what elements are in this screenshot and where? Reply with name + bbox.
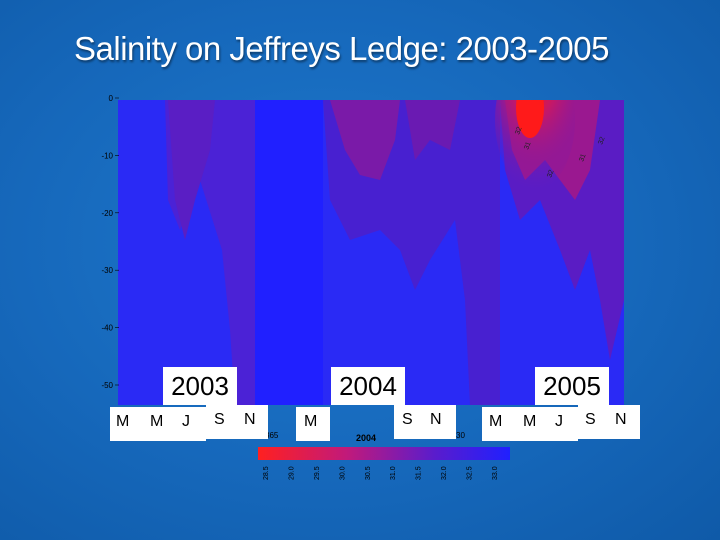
- month-group-2003-b: S N: [206, 405, 268, 439]
- colorbar-tick-label: 30.5: [365, 466, 372, 480]
- month-group-2005-a: M M J: [482, 407, 578, 441]
- month-group-2003-a: M M J: [110, 407, 206, 441]
- contour-label: 31: [578, 153, 587, 163]
- month-group-2004-a: M: [296, 407, 330, 441]
- colorbar-ticks: 28.5 29.0 29.5 30.0 30.5 31.0 31.5 32.0 32.5 33.0: [263, 466, 499, 480]
- slide-title: Salinity on Jeffreys Ledge: 2003-2005: [74, 30, 609, 67]
- x-axis-label: 2004: [356, 433, 376, 443]
- colorbar-tick-label: 31.5: [416, 466, 423, 480]
- y-axis: 0 -10 -20 -30 -40 -50: [101, 94, 119, 390]
- contour-label: 32: [597, 136, 606, 146]
- month-label: N: [430, 411, 442, 428]
- month-label: S: [585, 411, 596, 428]
- x-tick-label-365: 365: [265, 431, 279, 440]
- heatmap-field: [165, 100, 624, 405]
- year-label-2005: 2005: [535, 367, 609, 405]
- region-2004-high-b: [405, 100, 460, 160]
- y-tick-label: -50: [101, 381, 113, 390]
- x-tick-label-30: 30: [456, 431, 465, 440]
- month-label: N: [244, 411, 256, 428]
- colorbar-tick-label: 33.0: [492, 466, 499, 480]
- contour-label: 31: [523, 141, 532, 151]
- colorbar-tick-label: 32.0: [441, 466, 448, 480]
- month-label: M: [489, 413, 503, 430]
- y-tick-label: -10: [101, 151, 113, 160]
- month-label: N: [615, 411, 627, 428]
- region-2004-high: [330, 100, 400, 180]
- region-2003-high: [168, 100, 215, 240]
- month-label: J: [555, 413, 563, 430]
- region-2005-core: [516, 100, 544, 138]
- colorbar-tick-label: 29.5: [314, 466, 321, 480]
- colorbar-tick-label: 32.5: [467, 466, 474, 480]
- year-label-2004: 2004: [331, 367, 405, 405]
- colorbar-tick-label: 31.0: [390, 466, 397, 480]
- colorbar-tick-label: 28.5: [263, 466, 270, 480]
- month-label: M: [523, 413, 537, 430]
- y-tick-label: -40: [101, 324, 113, 333]
- month-label: S: [214, 411, 225, 428]
- y-tick-label: -20: [101, 209, 113, 218]
- colorbar-tick-label: 30.0: [339, 466, 346, 480]
- month-label: M: [304, 413, 318, 430]
- month-group-2005-b: S N: [578, 405, 640, 439]
- month-label: S: [402, 411, 413, 428]
- colorbar: [258, 447, 510, 460]
- month-label: J: [182, 413, 190, 430]
- year-label-2003: 2003: [163, 367, 237, 405]
- contour-label: 32: [546, 169, 555, 179]
- y-tick-label: -30: [101, 266, 113, 275]
- month-label: M: [150, 413, 164, 430]
- colorbar-tick-label: 29.0: [288, 466, 295, 480]
- contour-label: 32: [514, 126, 523, 136]
- region-2005-peak: [495, 100, 575, 190]
- region-winter-low: [255, 100, 323, 405]
- month-group-2004-b: S N: [394, 405, 456, 439]
- y-tick-label: 0: [109, 94, 114, 103]
- month-label: M: [116, 413, 130, 430]
